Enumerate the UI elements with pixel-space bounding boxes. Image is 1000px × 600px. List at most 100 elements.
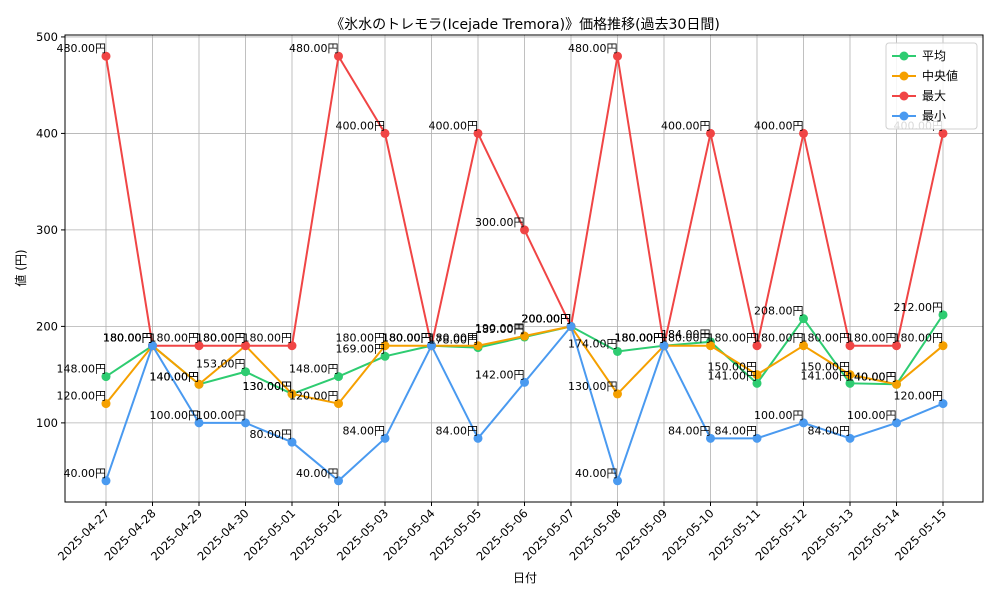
legend-swatch-marker-3 (899, 111, 909, 121)
data-point-3 (148, 341, 157, 351)
data-labels: 148.00円180.00円140.00円153.00円130.00円148.0… (57, 42, 944, 480)
data-label-1: 150.00円 (708, 361, 758, 374)
data-point-1 (613, 389, 622, 399)
legend-label-1: 中央値 (922, 68, 958, 83)
data-point-0 (380, 351, 390, 361)
data-label-0: 178.00円 (429, 334, 479, 347)
data-point-0 (752, 378, 762, 388)
data-point-2 (101, 51, 111, 61)
data-point-3 (287, 437, 297, 447)
y-tick-label: 400 (36, 126, 58, 140)
data-label-2: 180.00円 (243, 332, 293, 345)
data-label-0: 180.00円 (382, 332, 432, 345)
data-label-1: 180.00円 (661, 332, 711, 345)
data-label-3: 100.00円 (754, 409, 804, 422)
data-label-2: 400.00円 (336, 119, 386, 132)
data-point-3 (892, 418, 901, 428)
data-label-3: 180.00円 (103, 332, 153, 345)
data-label-0: 174.00円 (568, 337, 618, 350)
data-label-2: 480.00円 (57, 42, 107, 55)
data-label-0: 200.00円 (522, 312, 572, 325)
data-label-2: 400.00円 (661, 119, 711, 132)
data-point-2 (194, 341, 204, 351)
data-point-3 (613, 476, 622, 486)
data-point-2 (938, 128, 948, 138)
y-tick-label: 200 (36, 319, 58, 333)
data-label-2: 400.00円 (754, 119, 804, 132)
data-label-1: 180.00円 (103, 332, 153, 345)
data-label-3: 80.00円 (250, 428, 293, 441)
data-label-0: 141.00円 (708, 369, 758, 382)
data-point-2 (613, 51, 622, 61)
data-label-1: 140.00円 (150, 370, 200, 383)
data-label-0: 148.00円 (289, 363, 339, 376)
data-label-1: 180.00円 (894, 332, 944, 345)
data-label-0: 140.00円 (847, 370, 897, 383)
data-label-2: 400.00円 (429, 119, 479, 132)
data-point-1 (706, 341, 715, 351)
y-tick-label: 500 (36, 30, 58, 44)
data-point-1 (520, 331, 529, 341)
data-label-2: 180.00円 (103, 332, 153, 345)
data-point-0 (799, 314, 808, 324)
data-label-3: 100.00円 (196, 409, 246, 422)
data-point-1 (752, 370, 762, 380)
data-point-3 (194, 418, 204, 428)
data-label-2: 180.00円 (196, 332, 246, 345)
data-label-2: 180.00円 (708, 332, 758, 345)
data-point-1 (938, 341, 948, 351)
data-point-2 (334, 51, 343, 61)
data-point-1 (334, 399, 343, 409)
data-point-1 (845, 370, 855, 380)
data-label-1: 180.00円 (429, 332, 479, 345)
data-label-1: 180.00円 (196, 332, 246, 345)
data-label-3: 84.00円 (715, 424, 758, 437)
data-label-1: 130.00円 (243, 380, 293, 393)
data-label-3: 84.00円 (808, 424, 851, 437)
data-point-1 (473, 341, 483, 351)
grid (65, 35, 983, 502)
y-tick-label: 300 (36, 223, 58, 237)
data-point-0 (334, 372, 343, 382)
data-label-2: 180.00円 (801, 332, 851, 345)
data-label-1: 190.00円 (475, 322, 525, 335)
data-label-3: 84.00円 (343, 424, 386, 437)
data-point-2 (892, 341, 901, 351)
data-point-0 (938, 310, 948, 320)
legend-swatch-marker-0 (899, 51, 909, 61)
data-point-3 (101, 476, 111, 486)
data-label-0: 140.00円 (150, 370, 200, 383)
data-label-3: 40.00円 (64, 467, 107, 480)
data-label-1: 150.00円 (801, 361, 851, 374)
data-point-1 (892, 379, 901, 389)
data-point-2 (520, 225, 529, 235)
data-point-3 (473, 433, 483, 443)
data-label-3: 120.00円 (894, 390, 944, 403)
data-point-3 (427, 341, 436, 351)
data-point-0 (241, 367, 250, 377)
data-point-0 (613, 346, 622, 356)
data-label-0: 153.00円 (196, 358, 246, 371)
data-point-3 (520, 377, 529, 387)
data-point-3 (334, 476, 343, 486)
data-label-3: 100.00円 (847, 409, 897, 422)
y-tick-label: 100 (36, 416, 58, 430)
data-label-2: 200.00円 (522, 312, 572, 325)
data-label-1: 180.00円 (336, 332, 386, 345)
data-point-3 (566, 321, 576, 331)
data-label-1: 140.00円 (847, 370, 897, 383)
data-label-0: 180.00円 (103, 332, 153, 345)
data-label-2: 180.00円 (150, 332, 200, 345)
legend-label-0: 平均 (922, 49, 946, 63)
legend-swatch-marker-1 (899, 71, 909, 81)
data-label-1: 180.00円 (754, 332, 804, 345)
data-point-2 (799, 128, 808, 138)
data-point-1 (101, 399, 111, 409)
data-point-3 (845, 433, 855, 443)
y-axis: 100 200 300 400 500 (36, 30, 65, 430)
data-point-2 (706, 128, 715, 138)
data-label-0: 189.00円 (475, 323, 525, 336)
data-label-2: 480.00円 (289, 42, 339, 55)
